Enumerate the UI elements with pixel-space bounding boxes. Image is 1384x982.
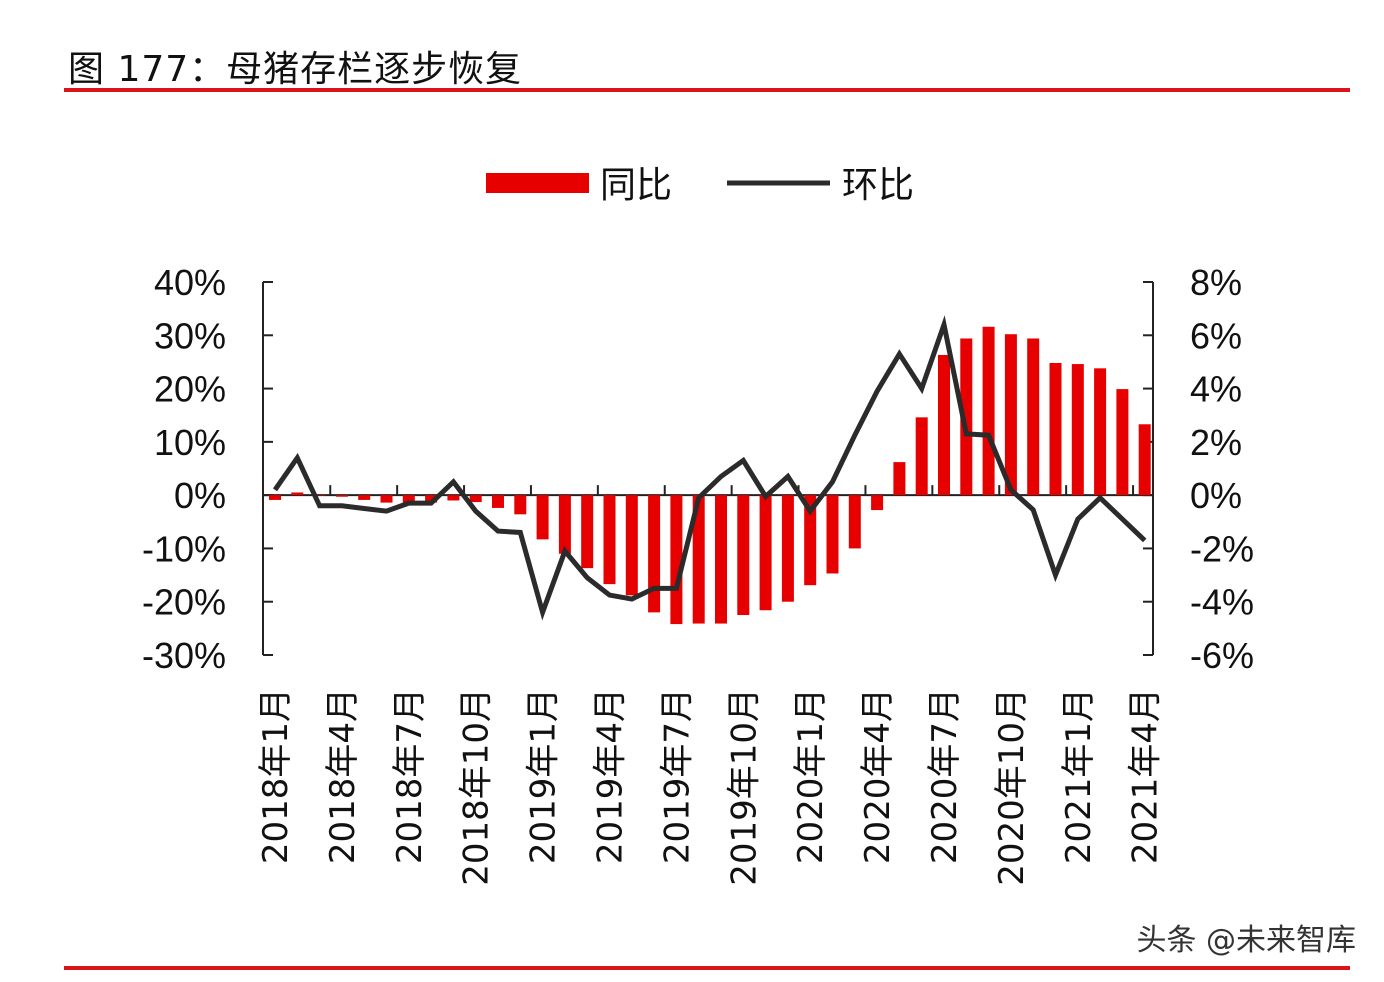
left-tick-label: -30%: [142, 635, 226, 676]
bar-yoy: [759, 495, 772, 611]
x-tick-label: 2021年4月: [1126, 688, 1166, 864]
bar-yoy: [715, 495, 727, 624]
bar-yoy: [603, 495, 616, 585]
left-tick-label: -20%: [142, 582, 226, 623]
x-tick-label: 2018年7月: [390, 688, 430, 864]
bar-yoy: [670, 495, 683, 625]
bar-yoy: [335, 495, 348, 497]
bar-yoy: [915, 417, 928, 496]
left-tick-label: 40%: [154, 262, 226, 303]
left-tick-label: 20%: [154, 369, 226, 410]
x-tick-label: 2019年4月: [591, 688, 631, 864]
x-tick-label: 2018年4月: [323, 688, 363, 864]
bar-yoy: [492, 495, 504, 508]
left-tick-label: -10%: [142, 528, 226, 569]
right-tick-label: 4%: [1190, 369, 1242, 410]
x-tick-label: 2018年1月: [256, 688, 296, 864]
bar-yoy: [982, 326, 995, 496]
bar-yoy: [402, 495, 415, 503]
x-tick-label: 2020年10月: [992, 688, 1032, 886]
left-tick-label: 30%: [154, 315, 226, 356]
chart-title: 图 177：母猪存栏逐步恢复: [68, 49, 523, 90]
left-tick-label: 10%: [154, 422, 226, 463]
bar-yoy: [871, 495, 884, 511]
right-tick-label: -4%: [1190, 582, 1254, 623]
bar-yoy: [692, 495, 705, 624]
bar-yoy: [960, 338, 973, 496]
bar-yoy: [1094, 368, 1107, 496]
bar-yoy: [848, 495, 861, 549]
top-divider: [64, 88, 1350, 92]
line-mom: [272, 315, 1147, 621]
x-tick-label: 2019年1月: [524, 688, 564, 864]
bar-yoy: [893, 462, 906, 496]
bar-yoy: [380, 495, 393, 503]
x-tick-label: 2019年10月: [724, 688, 764, 886]
bar-yoy: [737, 495, 750, 616]
bar-yoy: [581, 495, 594, 569]
bar-yoy: [625, 495, 638, 596]
bar-yoy: [781, 495, 794, 602]
bar-yoy: [648, 495, 661, 613]
bar-yoy: [1049, 362, 1062, 496]
bottom-divider: [64, 966, 1350, 970]
bar-yoy: [826, 495, 839, 574]
left-tick-label: 0%: [174, 475, 226, 516]
bar-yoy: [469, 495, 482, 503]
x-tick-label: 2021年1月: [1059, 688, 1099, 864]
x-tick-label: 2020年1月: [791, 688, 831, 864]
bar-yoy: [514, 495, 527, 515]
x-tick-label: 2020年7月: [925, 688, 965, 864]
x-tick-label: 2018年10月: [457, 688, 497, 886]
bar-yoy: [938, 355, 950, 496]
right-tick-label: 6%: [1190, 315, 1242, 356]
legend-label-mom: 环比: [842, 165, 914, 206]
bar-yoy: [1027, 338, 1040, 496]
bar-yoy: [291, 492, 304, 496]
bar-yoy: [1071, 364, 1084, 496]
right-tick-label: 0%: [1190, 475, 1242, 516]
right-tick-label: 8%: [1190, 262, 1242, 303]
legend-swatch-yoy: [486, 173, 589, 193]
bar-yoy: [558, 495, 571, 554]
right-tick-label: -2%: [1190, 528, 1254, 569]
bar-yoy: [425, 495, 438, 503]
bar-yoy: [1138, 424, 1151, 496]
bar-yoy: [447, 495, 460, 501]
watermark: 头条 @未来智库: [1136, 923, 1356, 958]
legend-label-yoy: 同比: [600, 165, 672, 206]
bar-yoy: [269, 495, 281, 500]
bar-yoy: [1004, 334, 1017, 496]
x-tick-label: 2019年7月: [657, 688, 697, 864]
legend: 同比 环比: [486, 165, 914, 206]
bar-yoy: [1116, 389, 1129, 496]
bar-yoy: [313, 495, 326, 496]
bar-yoy: [358, 495, 371, 500]
x-tick-label: 2020年4月: [858, 688, 898, 864]
bar-yoy: [536, 495, 549, 540]
right-tick-label: 2%: [1190, 422, 1242, 463]
bar-yoy: [804, 495, 817, 586]
right-tick-label: -6%: [1190, 635, 1254, 676]
